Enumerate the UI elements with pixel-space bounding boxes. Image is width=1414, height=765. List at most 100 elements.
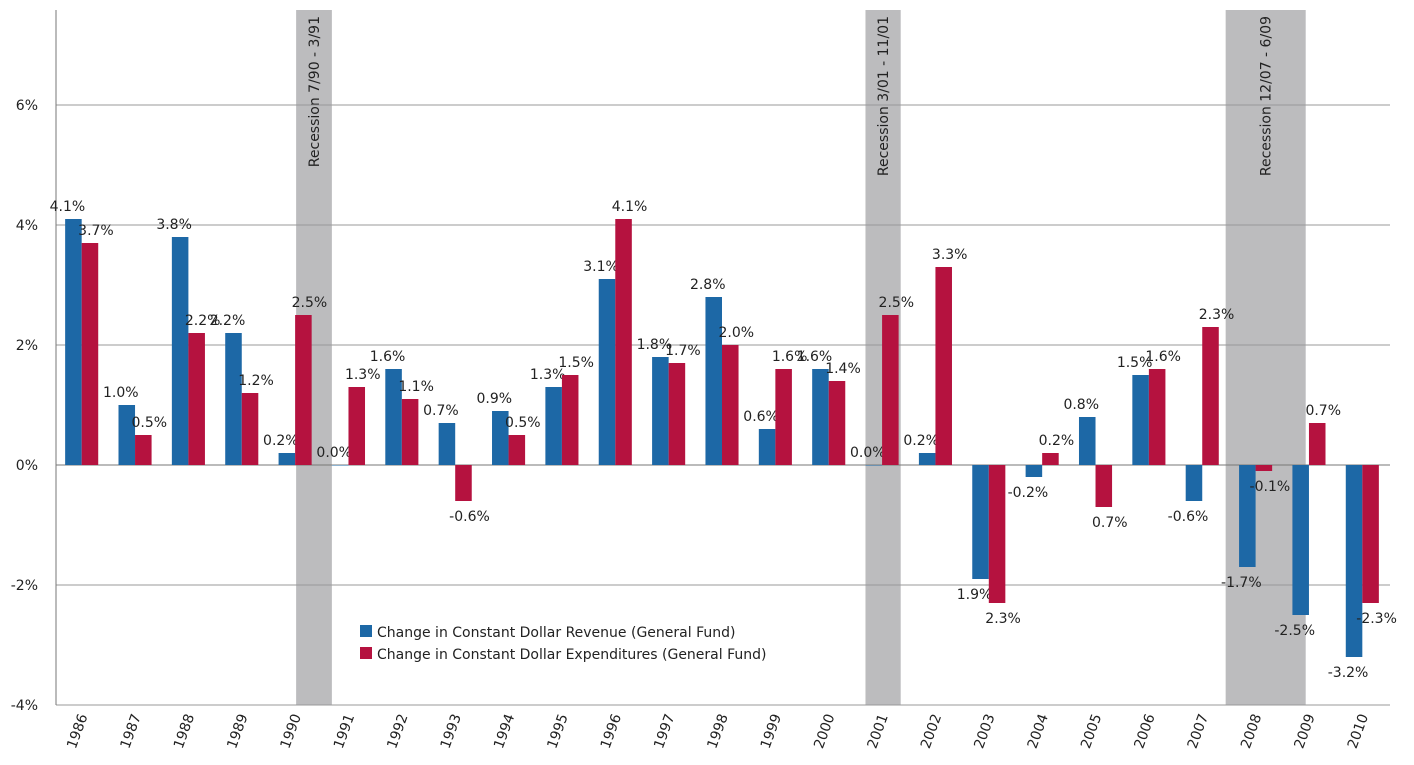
x-tick-label: 2000 [811, 712, 838, 751]
x-tick-label: 1989 [224, 712, 251, 751]
bar [278, 453, 296, 465]
bar [812, 369, 829, 465]
bar [988, 465, 1006, 603]
value-label: 2.0% [718, 325, 754, 341]
value-label: 0.9% [477, 391, 513, 407]
bar [508, 435, 526, 465]
value-label: 4.1% [50, 199, 86, 215]
x-tick-label: 1990 [278, 712, 305, 751]
x-tick-label: 1992 [384, 712, 411, 751]
y-tick-label: 2% [16, 338, 38, 354]
value-label: 1.5% [1117, 355, 1153, 371]
bar [225, 333, 242, 465]
y-tick-label: -4% [11, 698, 38, 714]
bar [438, 423, 456, 465]
value-label: 1.5% [558, 355, 594, 371]
bar [171, 237, 189, 465]
x-tick-label: 2009 [1291, 712, 1318, 751]
value-label: -0.1% [1250, 479, 1291, 495]
x-tick-label: 1997 [651, 712, 678, 751]
bar [722, 345, 739, 465]
bar [348, 387, 366, 465]
bar [598, 279, 616, 465]
value-label: 1.9% [957, 587, 993, 603]
x-tick-label: 2003 [971, 712, 998, 751]
y-tick-label: 6% [16, 98, 38, 114]
value-label: 4.1% [612, 199, 648, 215]
x-tick-label: 2007 [1185, 712, 1212, 751]
value-label: 1.1% [398, 379, 434, 395]
x-tick-label: 1986 [64, 712, 91, 751]
recession-band [1225, 10, 1306, 705]
x-tick-label: 2006 [1131, 712, 1158, 751]
x-tick-label: 1995 [544, 712, 571, 751]
bar [241, 393, 259, 465]
value-label: -0.6% [1168, 509, 1209, 525]
value-label: 1.6% [797, 349, 833, 365]
bar [758, 429, 776, 465]
bar [1239, 465, 1256, 567]
value-label: 1.3% [530, 367, 566, 383]
value-label: 3.7% [78, 223, 114, 239]
value-label: -1.7% [1221, 575, 1262, 591]
bar [1255, 465, 1273, 471]
x-tick-label: 2010 [1345, 712, 1372, 751]
bar [1025, 465, 1043, 477]
bar [918, 453, 936, 465]
value-label: 0.7% [423, 403, 459, 419]
x-tick-label: 1994 [491, 712, 518, 751]
bar [972, 465, 989, 579]
recession-label: Recession 7/90 - 3/91 [307, 16, 323, 167]
value-label: 0.0% [850, 445, 886, 461]
bar [188, 333, 205, 465]
value-label: 1.6% [370, 349, 406, 365]
bar [1078, 417, 1096, 465]
bar [1095, 465, 1113, 507]
bar [295, 315, 312, 465]
bar [118, 405, 136, 465]
value-label: 3.8% [156, 217, 192, 233]
value-label: 0.5% [505, 415, 541, 431]
value-label: -0.6% [449, 509, 490, 525]
recession-label: Recession 3/01 - 11/01 [876, 16, 892, 176]
value-label: 0.7% [1092, 515, 1128, 531]
x-tick-label: 2002 [918, 712, 945, 751]
x-tick-label: 2005 [1078, 712, 1105, 751]
legend-label: Change in Constant Dollar Revenue (Gener… [377, 625, 735, 641]
value-label: -0.2% [1008, 485, 1049, 501]
bar [65, 219, 82, 465]
bar [615, 219, 632, 465]
value-label: 3.1% [583, 259, 619, 275]
recession-label: Recession 12/07 - 6/09 [1259, 16, 1275, 176]
bar [1132, 375, 1149, 465]
value-label: 0.0% [316, 445, 352, 461]
value-label: 2.5% [879, 295, 915, 311]
value-label: 2.2% [185, 313, 221, 329]
value-label: 2.2% [210, 313, 246, 329]
bar [652, 357, 669, 465]
value-label: 2.5% [292, 295, 328, 311]
bar [1292, 465, 1309, 615]
bar [331, 465, 349, 466]
value-label: -2.5% [1274, 623, 1315, 639]
value-label: 0.2% [1039, 433, 1075, 449]
value-label: -3.2% [1328, 665, 1369, 681]
x-tick-label: 1998 [705, 712, 732, 751]
legend-label: Change in Constant Dollar Expenditures (… [377, 647, 766, 663]
legend-swatch [360, 647, 372, 659]
value-label: 0.7% [1305, 403, 1341, 419]
x-tick-label: 1987 [118, 712, 145, 751]
value-label: 0.5% [132, 415, 168, 431]
value-label: 2.3% [1199, 307, 1235, 323]
value-label: 1.8% [637, 337, 673, 353]
value-label: 0.2% [263, 433, 299, 449]
value-label: 1.7% [665, 343, 701, 359]
value-label: 1.0% [103, 385, 139, 401]
value-label: 2.8% [690, 277, 726, 293]
bar [81, 243, 99, 465]
value-label: 0.6% [743, 409, 779, 425]
bar [1362, 465, 1379, 603]
bar [545, 387, 562, 465]
bar [1308, 423, 1326, 465]
